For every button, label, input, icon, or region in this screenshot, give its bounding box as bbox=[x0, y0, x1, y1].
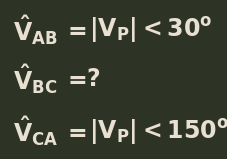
Text: $\mathbf{=}$: $\mathbf{=}$ bbox=[63, 68, 86, 91]
Text: $\mathbf{=}$: $\mathbf{=}$ bbox=[63, 18, 86, 42]
Text: $\mathbf{\hat{V}}_{\mathbf{BC}}$: $\mathbf{\hat{V}}_{\mathbf{BC}}$ bbox=[13, 63, 57, 96]
Text: $\mathbf{=}$: $\mathbf{=}$ bbox=[63, 120, 86, 144]
Text: $\mathbf{|V_P|{<}30^o}$: $\mathbf{|V_P|{<}30^o}$ bbox=[89, 15, 212, 45]
Text: $\mathbf{?}$: $\mathbf{?}$ bbox=[86, 68, 100, 91]
Text: $\mathbf{\hat{V}}_{\mathbf{CA}}$: $\mathbf{\hat{V}}_{\mathbf{CA}}$ bbox=[13, 115, 58, 149]
Text: $\mathbf{\hat{V}}_{\mathbf{AB}}$: $\mathbf{\hat{V}}_{\mathbf{AB}}$ bbox=[13, 14, 57, 47]
Text: $\mathbf{|V_P|{<}150^o}$: $\mathbf{|V_P|{<}150^o}$ bbox=[89, 117, 227, 147]
